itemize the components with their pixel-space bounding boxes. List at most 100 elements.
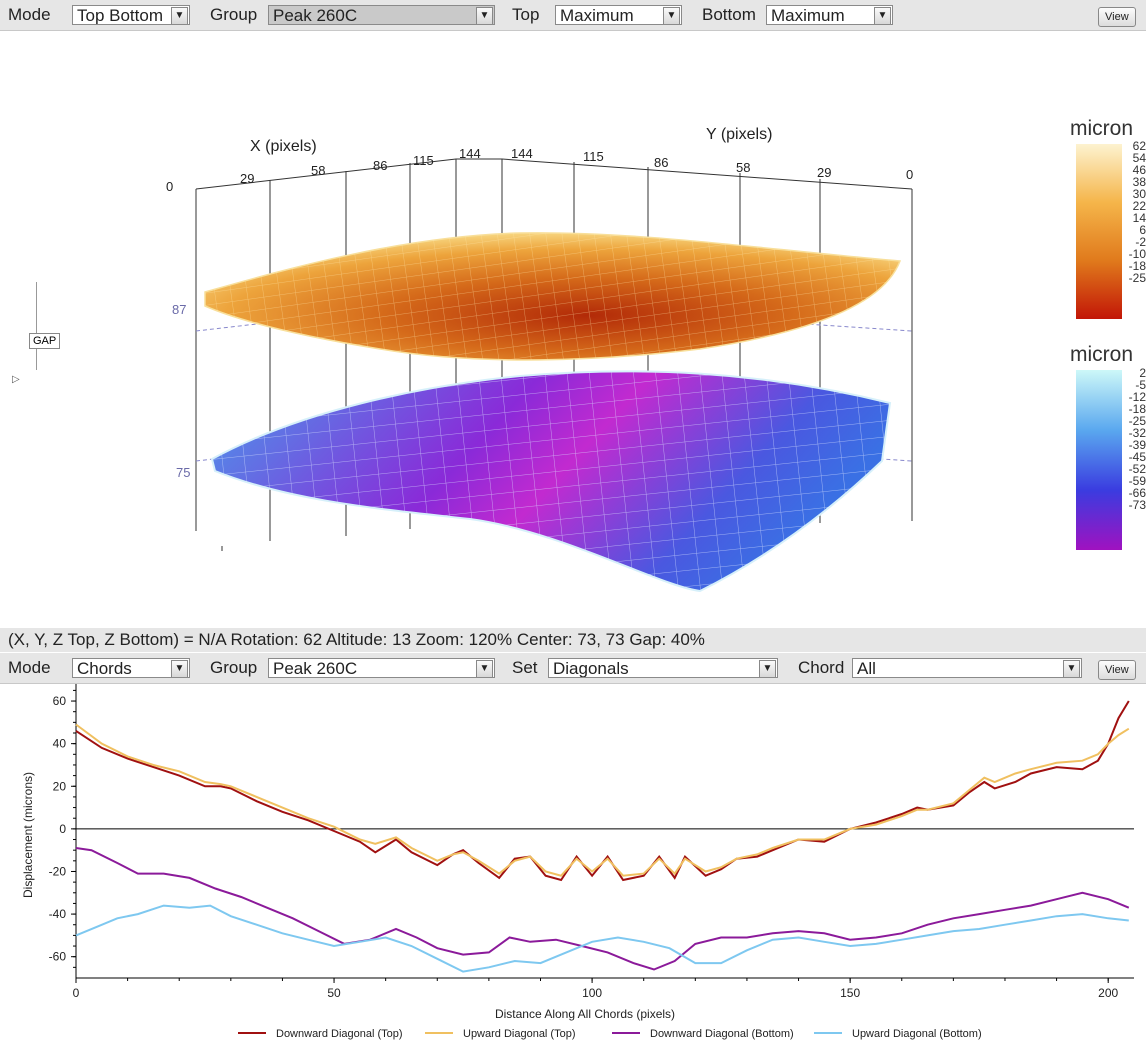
y-tick-label: 60 [53,694,67,708]
mode-select-value: Chords [77,659,132,678]
group-select-value: Peak 260C [273,6,358,25]
colorbar-label: -66 [1128,486,1146,500]
colorbar-label: 38 [1132,175,1146,189]
set-select-value: Diagonals [553,659,629,678]
status-bar: (X, Y, Z Top, Z Bottom) = N/A Rotation: … [0,628,1146,652]
z-tick: 87 [172,302,186,317]
y-tick-label: 0 [59,822,66,836]
top-label: Top [512,5,540,24]
chevron-down-icon[interactable]: ▼ [874,7,891,24]
legend-label: Upward Diagonal (Top) [463,1028,576,1040]
colorbar-label: -73 [1128,498,1146,512]
series-line [75,700,1130,882]
legend-label: Downward Diagonal (Bottom) [650,1028,794,1040]
top-select[interactable]: Maximum ▼ [555,5,682,25]
colorbar-label: 2 [1139,366,1146,380]
y-axis-label: Y (pixels) [706,126,772,143]
surface-plot[interactable]: X (pixels) Y (pixels) 0 29 58 86 115 144… [0,31,1060,627]
colorbar-label: 46 [1132,163,1146,177]
y-tick: 0 [906,167,913,182]
y-tick-label: 20 [53,779,67,793]
colorbar-label: -2 [1135,235,1146,249]
legend-label: Downward Diagonal (Top) [276,1028,403,1040]
colorbar-label: 14 [1132,211,1146,225]
mode-select[interactable]: Chords ▼ [72,658,190,678]
colorbar-label: -10 [1128,247,1146,261]
x-axis-title: Distance Along All Chords (pixels) [495,1007,675,1021]
expand-arrow-icon[interactable]: ▷ [12,374,20,385]
colorbar-label: 30 [1132,187,1146,201]
y-tick: 144 [511,146,533,161]
bottom-surface-mesh [212,371,890,591]
set-select[interactable]: Diagonals ▼ [548,658,778,678]
bottom-label: Bottom [702,5,756,24]
chord-select[interactable]: All ▼ [852,658,1082,678]
mode-label: Mode [8,5,51,24]
group-select[interactable]: Peak 260C ▼ [268,658,495,678]
group-label: Group [210,5,258,24]
gap-slider-track[interactable] [36,282,37,370]
group-select-value: Peak 260C [273,659,358,678]
top-toolbar: Mode Top Bottom ▼ Group Peak 260C ▼ Top … [0,0,1146,31]
y-tick: 115 [583,149,604,164]
group-select[interactable]: Peak 260C ▼ [268,5,495,25]
x-tick-label: 200 [1098,986,1118,1000]
colorbar-label: -32 [1128,426,1146,440]
colorbar-label: -5 [1135,378,1146,392]
chevron-down-icon[interactable]: ▼ [759,660,776,677]
gap-button[interactable]: GAP [29,333,61,349]
bottom-select[interactable]: Maximum ▼ [766,5,893,25]
x-tick: 58 [311,163,325,178]
x-tick: 86 [373,158,387,173]
mode-label: Mode [8,658,51,677]
x-tick-label: 100 [582,986,602,1000]
x-tick: 29 [240,171,254,186]
colorbar-label: 62 [1132,139,1146,153]
y-tick: 29 [817,165,831,180]
series-line [75,904,1129,973]
legend-label: Upward Diagonal (Bottom) [852,1028,982,1040]
x-tick: 0 [166,179,173,194]
x-tick: 144 [459,146,481,161]
colorbar-top [1076,144,1122,319]
colorbar-bottom [1076,370,1122,550]
chevron-down-icon[interactable]: ▼ [476,7,493,24]
chevron-down-icon[interactable]: ▼ [663,7,680,24]
y-tick-label: -60 [49,950,67,964]
view-button[interactable]: View [1098,660,1136,680]
x-tick-label: 150 [840,986,860,1000]
colorbar-label: -39 [1128,438,1146,452]
x-tick: 115 [413,153,434,168]
y-tick-label: -40 [49,907,67,921]
view-button[interactable]: View [1098,7,1136,27]
colorbar-label: -18 [1128,402,1146,416]
colorbar-label: 54 [1132,151,1146,165]
bottom-toolbar: Mode Chords ▼ Group Peak 260C ▼ Set Diag… [0,653,1146,684]
colorbar-label: 22 [1132,199,1146,213]
colorbar-label: -18 [1128,259,1146,273]
series-line [75,847,1130,971]
chord-label: Chord [798,658,845,677]
chevron-down-icon[interactable]: ▼ [1063,660,1080,677]
group-label: Group [210,658,258,677]
z-tick: 75 [176,465,190,480]
top-select-value: Maximum [560,6,634,25]
colorbar-label: -59 [1128,474,1146,488]
chevron-down-icon[interactable]: ▼ [171,7,188,24]
colorbar-top-labels: 62 54 46 38 30 22 14 6 -2 -10 -18 -25 [1120,140,1146,284]
colorbar-label: -25 [1128,414,1146,428]
colorbar-bottom-labels: 2 -5 -12 -18 -25 -32 -39 -45 -52 -59 -66… [1120,367,1146,511]
y-tick-label: 40 [53,737,67,751]
chevron-down-icon[interactable]: ▼ [476,660,493,677]
colorbar-label: -12 [1128,390,1146,404]
top-surface-mesh [205,232,900,360]
x-tick-label: 50 [327,986,341,1000]
mode-select[interactable]: Top Bottom ▼ [72,5,190,25]
mode-select-value: Top Bottom [77,6,163,25]
set-label: Set [512,658,538,677]
y-axis-title: Displacement (microns) [21,772,35,898]
chevron-down-icon[interactable]: ▼ [171,660,188,677]
colorbar-label: -25 [1128,271,1146,285]
bottom-select-value: Maximum [771,6,845,25]
